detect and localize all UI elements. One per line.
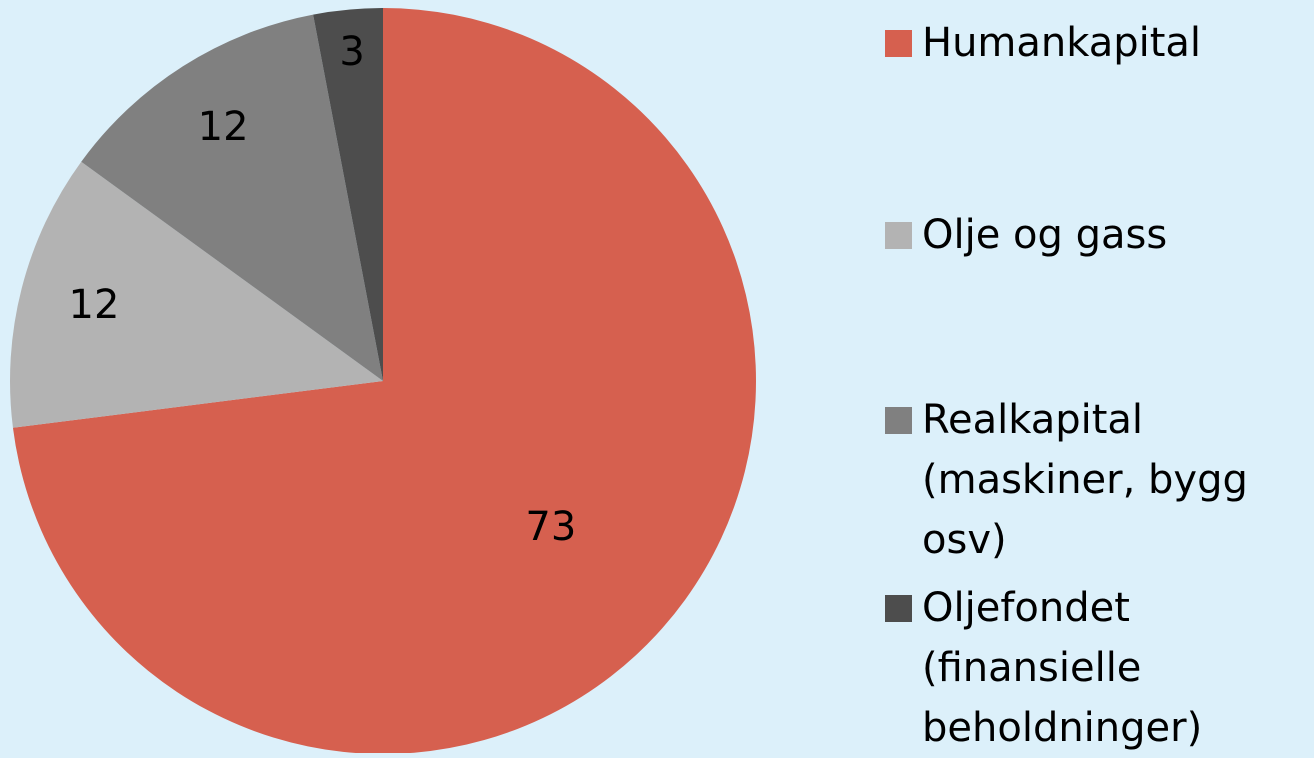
- data-label: 12: [198, 104, 249, 150]
- legend-item: Realkapital (maskiner, bygg osv): [885, 390, 1305, 570]
- data-label: 3: [339, 29, 364, 75]
- legend-swatch: [885, 595, 912, 622]
- legend-item: Oljefondet (finansielle beholdninger): [885, 578, 1305, 758]
- pie-slice: [313, 8, 383, 381]
- legend-swatch: [885, 30, 912, 57]
- data-label: 12: [69, 282, 120, 328]
- pie-slice: [12, 8, 756, 753]
- chart: 73 12 12 3: [10, 8, 756, 753]
- legend-label: Oljefondet (finansielle beholdninger): [922, 585, 1203, 751]
- legend-item: Olje og gass: [885, 205, 1305, 265]
- legend-label: Olje og gass: [922, 212, 1168, 258]
- legend-item: Humankapital: [885, 13, 1305, 73]
- legend-swatch: [885, 407, 912, 434]
- pie-slice: [81, 14, 383, 382]
- pie-slice: [10, 161, 384, 428]
- data-label: 73: [525, 504, 576, 550]
- legend-label: Realkapital (maskiner, bygg osv): [922, 397, 1248, 563]
- legend-label: Humankapital: [922, 20, 1202, 66]
- legend-swatch: [885, 222, 912, 249]
